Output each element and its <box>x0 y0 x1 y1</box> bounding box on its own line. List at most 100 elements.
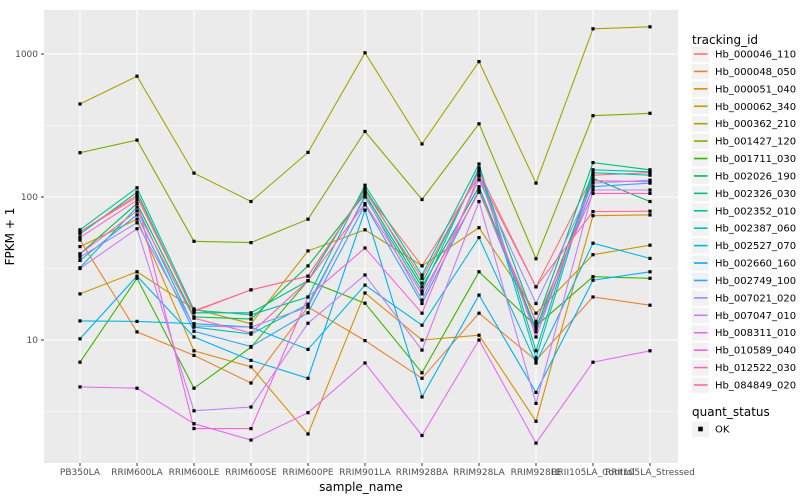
data-point <box>192 353 196 357</box>
data-point <box>363 208 367 212</box>
data-point <box>135 138 139 142</box>
data-point <box>363 189 367 193</box>
legend-item-label: Hb_000362_210 <box>715 119 796 130</box>
data-point <box>534 319 538 323</box>
legend-item-label: Hb_000062_340 <box>715 102 796 113</box>
data-point <box>249 322 253 326</box>
legend-item-label: Hb_010589_040 <box>715 346 796 357</box>
legend-item-Hb_007047_010: Hb_007047_010 <box>692 307 796 324</box>
legend-item-label: Hb_007047_010 <box>715 311 796 322</box>
quant-status-legend-item: OK <box>692 421 730 437</box>
data-point <box>306 274 310 278</box>
y-tick-label: 10 <box>27 336 39 346</box>
data-point <box>78 266 82 271</box>
legend-item-Hb_007021_020: Hb_007021_020 <box>692 290 796 306</box>
data-point <box>591 210 595 214</box>
data-point <box>591 181 595 185</box>
data-point <box>135 193 139 197</box>
data-point <box>477 270 481 274</box>
x-tick-label: RRIM600PE <box>282 468 334 478</box>
data-point <box>363 195 367 199</box>
data-point <box>306 311 310 315</box>
legend-item-Hb_000051_040: Hb_000051_040 <box>692 81 796 97</box>
x-tick-label: RRII105LA_Stressed <box>605 468 695 478</box>
data-point <box>534 441 538 445</box>
legend-item-label: Hb_007021_020 <box>715 293 796 304</box>
data-point <box>534 401 538 405</box>
data-point <box>420 276 424 280</box>
data-point <box>306 432 310 436</box>
data-point <box>249 405 253 409</box>
data-point <box>477 178 481 182</box>
y-tick-label: 1000 <box>15 50 38 60</box>
data-point <box>477 338 481 342</box>
data-point <box>249 344 253 349</box>
data-point <box>477 173 481 177</box>
data-point <box>363 228 367 232</box>
x-tick-label: RRIM600SE <box>225 468 277 478</box>
data-point <box>477 236 481 240</box>
data-point <box>135 217 139 221</box>
data-point <box>78 228 82 232</box>
data-point <box>591 214 595 218</box>
legend-item-label: Hb_002326_030 <box>715 189 796 200</box>
data-point <box>591 114 595 118</box>
data-point <box>591 188 595 192</box>
data-point <box>420 301 424 306</box>
data-point <box>648 168 652 172</box>
data-point <box>591 191 595 195</box>
data-point <box>192 427 196 431</box>
data-point <box>249 313 253 317</box>
data-point <box>477 60 481 64</box>
data-point <box>249 331 253 335</box>
x-axis-title: sample_name <box>319 480 403 494</box>
data-point <box>306 295 310 299</box>
data-point <box>306 305 310 309</box>
data-point <box>306 376 310 380</box>
data-point <box>420 285 424 289</box>
legend-item-Hb_000046_110: Hb_000046_110 <box>692 46 796 62</box>
data-point <box>249 317 253 321</box>
legend-item-label: Hb_002387_060 <box>715 224 796 235</box>
x-tick-label: RRIM901LA <box>339 468 391 478</box>
legend-item-label: Hb_000051_040 <box>715 84 796 95</box>
data-point <box>534 311 538 315</box>
legend-item-label: Hb_001711_030 <box>715 154 796 165</box>
legend-item-label: Hb_002026_190 <box>715 171 796 182</box>
data-point <box>534 257 538 261</box>
axes: 1000 100 10 PB350LA RRIM600LA RRIM600LE RRIM60… <box>15 50 695 478</box>
data-point <box>648 213 652 217</box>
data-point <box>78 385 82 389</box>
data-point <box>135 198 139 202</box>
data-point <box>306 279 310 283</box>
data-point <box>249 241 253 245</box>
legend-item-label: Hb_012522_030 <box>715 363 796 374</box>
data-point <box>135 190 139 194</box>
data-point <box>534 358 538 362</box>
data-point <box>648 276 652 280</box>
data-point <box>420 289 424 293</box>
data-point <box>78 292 82 296</box>
data-point <box>135 213 139 217</box>
data-point <box>591 241 595 245</box>
data-point <box>78 337 82 341</box>
quant-status-item-label: OK <box>715 425 730 436</box>
data-point <box>135 221 139 225</box>
data-point <box>648 270 652 274</box>
data-point <box>648 209 652 213</box>
data-point <box>648 199 652 204</box>
data-point <box>192 409 196 413</box>
data-point <box>78 151 82 155</box>
data-point <box>135 330 139 334</box>
data-point <box>648 111 652 115</box>
data-point <box>648 243 652 247</box>
data-point <box>534 349 538 353</box>
data-point <box>420 376 424 380</box>
data-point <box>477 190 481 194</box>
quant-status-key-point <box>698 426 703 432</box>
data-point <box>534 321 538 325</box>
data-point <box>420 281 424 285</box>
data-point <box>363 51 367 55</box>
data-point <box>591 275 595 279</box>
